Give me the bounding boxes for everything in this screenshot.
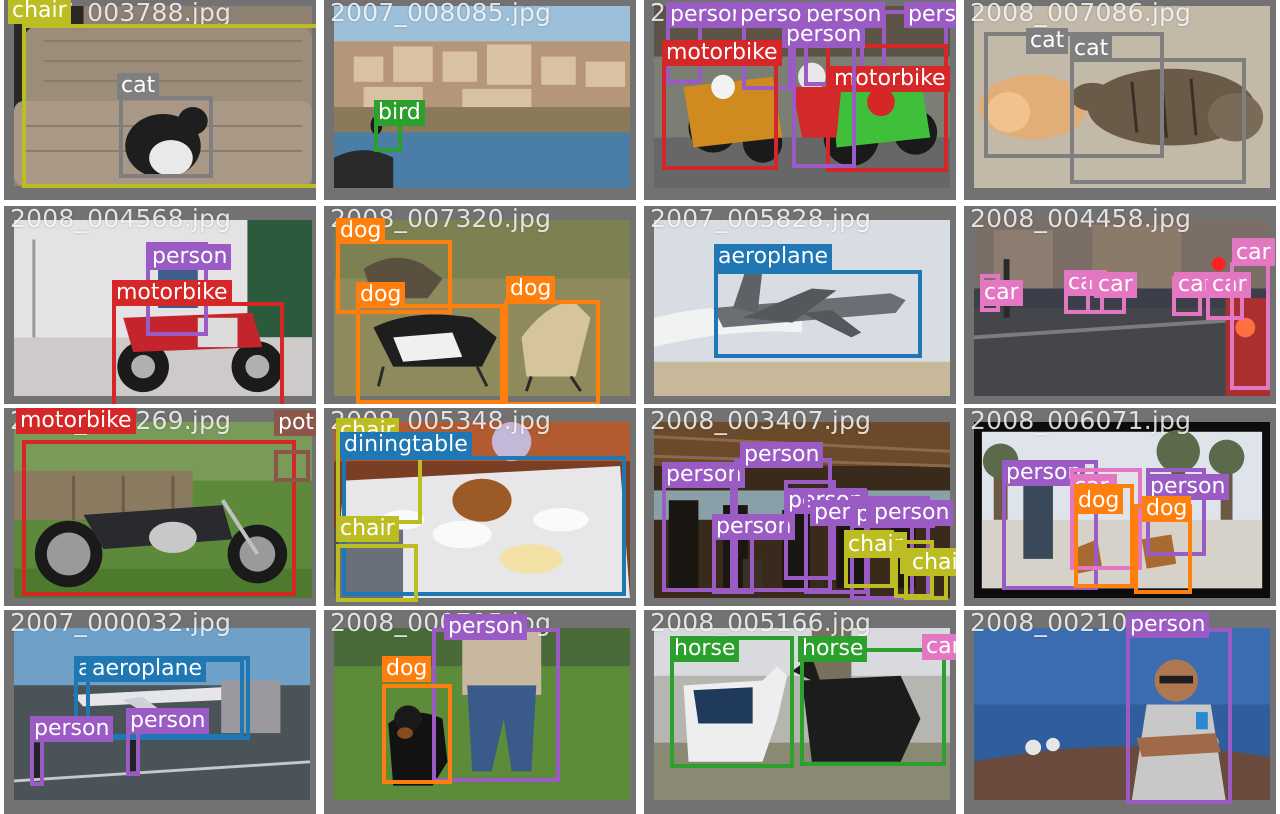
tile-image: 2007_003788.jpg personpersonpersonperson… xyxy=(644,0,956,200)
dinner-table-icon xyxy=(334,422,630,598)
tile-image: 2008_003407.jpg person person person person… xyxy=(644,408,956,606)
ponies-icon xyxy=(654,628,950,800)
airport-apron-icon xyxy=(14,628,310,800)
tile-image: 2007_008085.jpg bird xyxy=(324,0,636,200)
tile-image: 2008_007086.jpg cat cat xyxy=(964,0,1276,200)
tile-image: 2007_000032.jpg aeroplane aeroplane person… xyxy=(4,610,316,814)
observatory-man-icon xyxy=(974,628,1270,800)
tile-image: 2007_005828.jpg aeroplane xyxy=(644,206,956,404)
night-street-icon xyxy=(974,220,1270,396)
tile-image: 2008_005166.jpg horsehorsecar xyxy=(644,610,956,814)
running-dogs-icon xyxy=(334,220,630,396)
rottweiler-icon xyxy=(334,628,630,800)
tile-image: 2008_007320.jpg dog dog dog xyxy=(324,206,636,404)
coastal-town-icon xyxy=(334,6,630,188)
tile-image: 2008_002269.jpg motorbike pot xyxy=(4,408,316,606)
sofa-icon xyxy=(14,6,312,186)
tile-image: 2008_002107.jpg person xyxy=(964,610,1276,814)
pavilion-crowd-icon xyxy=(654,422,950,598)
tile-image: 2008_005348.jpg chair diningtable chair xyxy=(324,408,636,606)
tile-image: 2008_004568.jpg person motorbike xyxy=(4,206,316,404)
chopper-motorbike-icon xyxy=(14,422,312,598)
parked-motorbike-icon xyxy=(14,220,312,396)
tile-image: 2008_000795.jpg person dog xyxy=(324,610,636,814)
tile-image: 2007_003788.jpg chair cat xyxy=(4,0,316,200)
fighter-jet-icon xyxy=(654,220,950,396)
park-dogs-icon xyxy=(974,422,1270,598)
motorbike-race-icon xyxy=(654,6,950,188)
tile-image: 2008_004458.jpg car car car car car car car xyxy=(964,206,1276,404)
kittens-icon xyxy=(974,6,1270,188)
tile-image: 2008_006071.jpg person car car car person dog… xyxy=(964,408,1276,606)
